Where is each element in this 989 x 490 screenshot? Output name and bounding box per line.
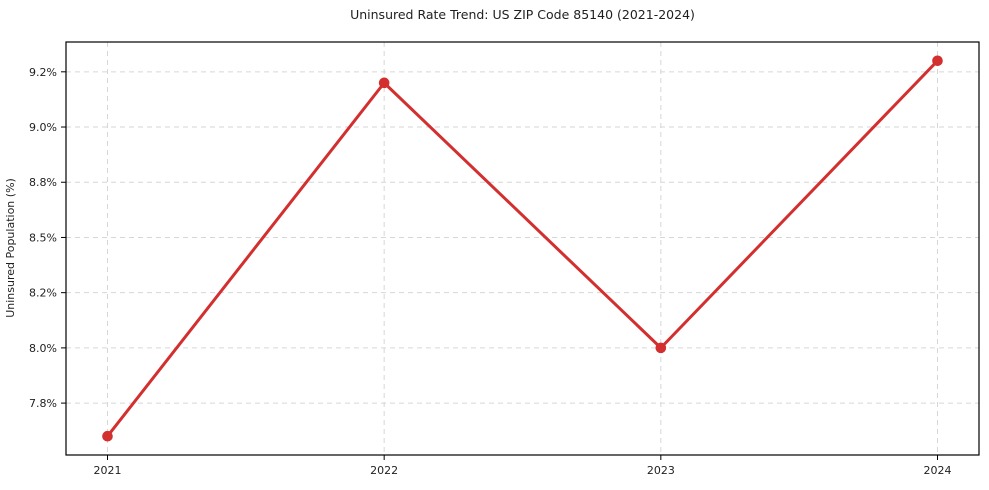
- y-tick-label: 9.2%: [29, 66, 57, 79]
- data-point-2021: [102, 430, 113, 442]
- y-tick-label: 7.8%: [29, 397, 57, 410]
- trend-line: [106, 59, 939, 438]
- y-tick-label: 8.2%: [29, 287, 57, 300]
- x-tick-label: 2023: [647, 464, 675, 477]
- plot-border: [65, 41, 980, 456]
- data-point-2022: [378, 77, 390, 89]
- y-axis-label: Uninsured Population (%): [4, 178, 17, 318]
- data-point-2024: [932, 55, 943, 67]
- y-tick-label: 8.8%: [29, 176, 57, 189]
- chart-title: Uninsured Rate Trend: US ZIP Code 85140 …: [350, 7, 695, 22]
- data-point-2023: [655, 342, 667, 354]
- y-tick-label: 9.0%: [29, 121, 57, 134]
- y-tick-label: 8.0%: [29, 342, 57, 355]
- y-tick-label: 8.5%: [29, 231, 57, 244]
- x-tick-label: 2022: [370, 464, 398, 477]
- x-tick-label: 2021: [94, 464, 122, 477]
- x-tick-label: 2024: [924, 464, 952, 477]
